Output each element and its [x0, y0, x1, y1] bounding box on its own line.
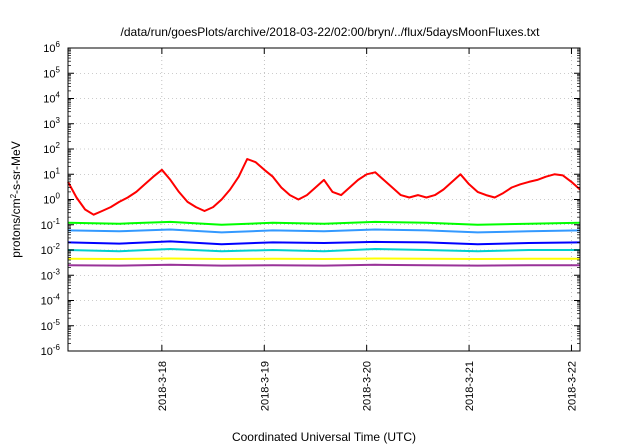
y-tick-label: 104	[43, 91, 60, 106]
y-tick-base: 10	[41, 321, 53, 333]
y-axis-label-sup: 2	[9, 193, 18, 198]
series-line-4	[67, 240, 581, 246]
series-line-6	[67, 257, 580, 260]
y-tick-label: 106	[43, 40, 60, 55]
y-tick-base: 10	[41, 346, 53, 358]
axis-ticks: 10-610-510-410-310-210-11001011021031041…	[41, 40, 580, 411]
series-group	[67, 158, 581, 267]
y-tick-exponent: -2	[53, 242, 61, 251]
grid-lines	[68, 47, 580, 352]
y-tick-base: 10	[41, 220, 53, 232]
y-tick-label: 10-4	[41, 293, 61, 308]
x-tick-label: 2018-3-22	[566, 361, 578, 411]
y-tick-label: 10-6	[41, 343, 61, 358]
x-tick-label: 2018-3-18	[157, 361, 169, 411]
series-line-3	[67, 228, 581, 234]
y-axis-label-pre: protons/cm	[9, 198, 23, 257]
y-tick-exponent: 4	[56, 91, 61, 100]
x-axis-label: Coordinated Universal Time (UTC)	[232, 430, 416, 444]
x-tick-label: 2018-3-20	[362, 361, 374, 411]
series-line-2	[67, 220, 581, 226]
y-tick-base: 10	[43, 43, 55, 55]
y-tick-label: 100	[43, 192, 60, 207]
y-tick-label: 10-3	[41, 267, 61, 282]
y-tick-exponent: 5	[56, 65, 61, 74]
y-tick-base: 10	[41, 270, 53, 282]
y-tick-exponent: -6	[53, 343, 61, 352]
y-tick-exponent: -3	[53, 267, 61, 276]
y-tick-exponent: -4	[53, 293, 61, 302]
y-tick-base: 10	[43, 119, 55, 131]
y-tick-label: 102	[43, 141, 60, 156]
series-line-1	[67, 158, 581, 216]
y-tick-base: 10	[43, 94, 55, 106]
y-tick-base: 10	[43, 169, 55, 181]
series-line-7	[67, 263, 580, 267]
y-tick-label: 10-2	[41, 242, 61, 257]
y-tick-exponent: 6	[56, 40, 61, 49]
x-tick-label: 2018-3-21	[464, 361, 476, 411]
y-tick-base: 10	[41, 296, 53, 308]
y-tick-base: 10	[43, 195, 55, 207]
y-tick-label: 10-5	[41, 318, 61, 333]
y-tick-base: 10	[43, 68, 55, 80]
y-tick-exponent: 3	[56, 116, 61, 125]
y-tick-label: 103	[43, 116, 60, 131]
y-tick-label: 101	[43, 166, 60, 181]
y-tick-base: 10	[41, 245, 53, 257]
y-tick-exponent: -5	[53, 318, 61, 327]
x-tick-label: 2018-3-19	[259, 361, 271, 411]
y-tick-exponent: 2	[56, 141, 61, 150]
y-tick-exponent: 0	[56, 192, 61, 201]
y-axis-label-post: -s-sr-MeV	[9, 141, 23, 194]
y-tick-base: 10	[43, 144, 55, 156]
y-tick-label: 105	[43, 65, 60, 80]
y-axis-label: protons/cm2-s-sr-MeV	[9, 141, 23, 257]
y-tick-label: 10-1	[41, 217, 61, 232]
y-tick-exponent: 1	[56, 166, 61, 175]
chart-title: /data/run/goesPlots/archive/2018-03-22/0…	[121, 25, 541, 39]
series-line-5	[67, 248, 580, 253]
y-tick-exponent: -1	[53, 217, 61, 226]
